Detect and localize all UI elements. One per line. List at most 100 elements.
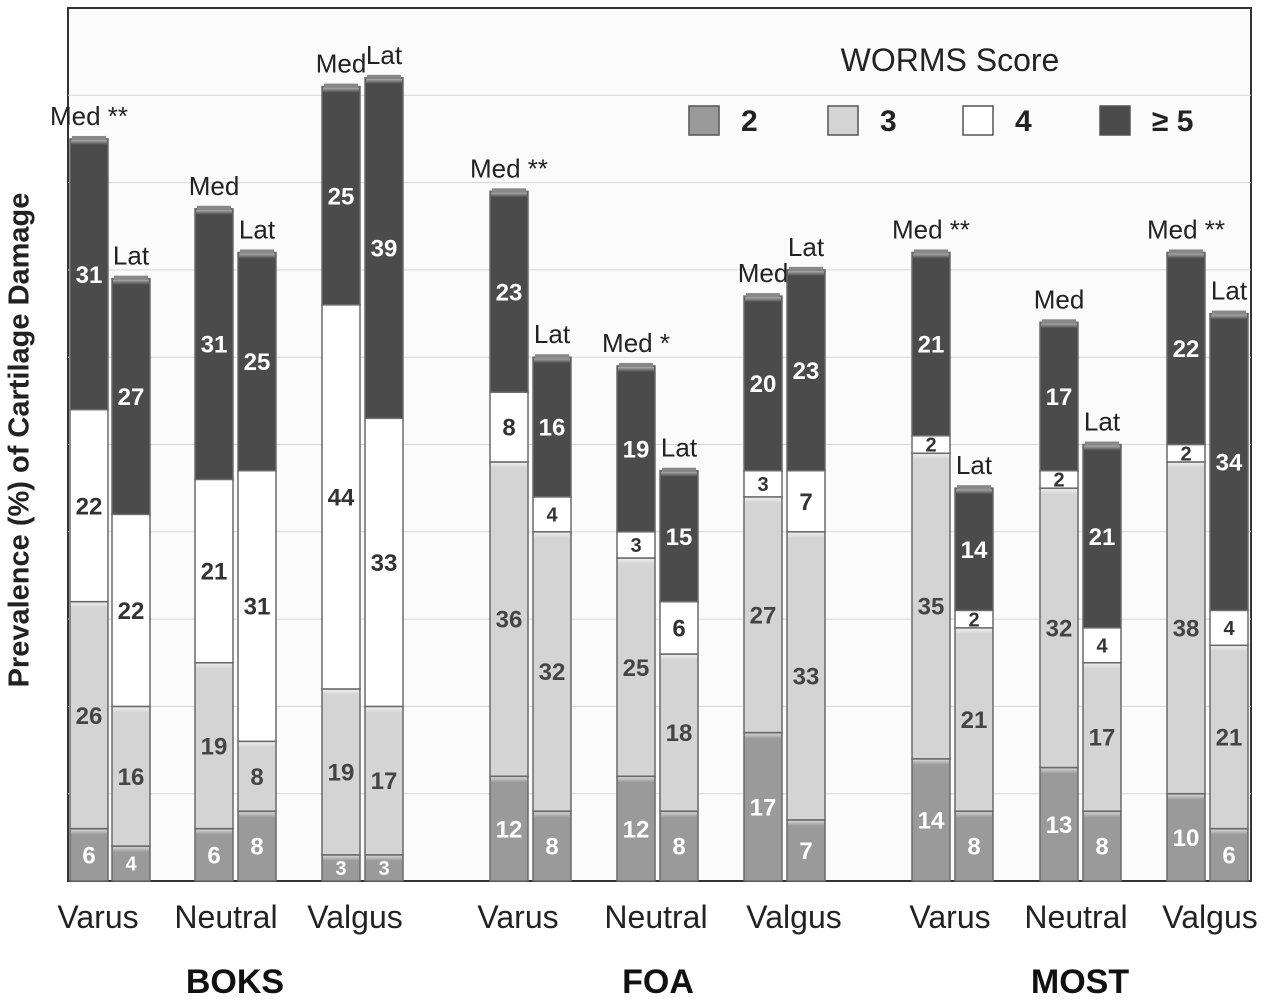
data-label: 4 [1223, 618, 1235, 640]
bar-segment [1082, 810, 1122, 882]
segment-highlight [661, 655, 697, 661]
stacked-bar: 8 8 31 25 Lat [237, 214, 277, 882]
segment-highlight [196, 209, 232, 215]
bar-cap [1042, 319, 1076, 324]
bar-label: Med ** [892, 214, 970, 244]
segment-highlight [913, 454, 949, 460]
segment-highlight [323, 689, 359, 695]
data-label: 8 [250, 834, 263, 861]
data-label: 6 [1222, 842, 1235, 869]
segment-highlight [1041, 471, 1077, 477]
data-label: 13 [1046, 812, 1073, 839]
data-label: 32 [1046, 615, 1073, 642]
bar-cap [492, 188, 526, 193]
data-label: 17 [1046, 384, 1073, 411]
stacked-bar: 7 33 7 23 Lat [786, 232, 826, 882]
bar-segment [532, 531, 572, 812]
data-label: 31 [201, 332, 228, 359]
segment-highlight [196, 663, 232, 669]
data-label: 33 [371, 550, 398, 577]
data-label: 3 [757, 474, 768, 496]
data-label: 36 [496, 607, 523, 634]
segment-highlight [956, 628, 992, 634]
alignment-label: Valgus [307, 899, 402, 935]
bar-segment [743, 496, 783, 734]
segment-highlight [661, 471, 697, 477]
bar-cap [957, 485, 991, 490]
bar-segment [786, 819, 826, 882]
data-label: 39 [371, 236, 398, 263]
stacked-bar: 3 17 33 39 Lat [364, 40, 404, 882]
stacked-bar: 6 19 21 31 Med [189, 171, 239, 882]
segment-highlight [1041, 323, 1077, 329]
data-label: 17 [371, 768, 398, 795]
bar-segment [911, 251, 951, 437]
bar-cap [324, 83, 358, 88]
segment-highlight [913, 436, 949, 442]
bar-label: Lat [661, 433, 698, 463]
segment-highlight [1041, 768, 1077, 774]
bar-segment [659, 653, 699, 812]
bar-cap [914, 249, 948, 254]
segment-highlight [956, 489, 992, 495]
segment-highlight [1168, 794, 1204, 800]
bar-segment [659, 469, 699, 603]
data-label: 12 [496, 816, 523, 843]
data-label: 19 [201, 733, 228, 760]
bar-segment [1166, 251, 1206, 446]
stacked-bar: 13 32 2 17 Med [1034, 284, 1084, 882]
data-label: 22 [118, 598, 145, 625]
data-label: 21 [1089, 524, 1116, 551]
bar-label: Lat [1211, 276, 1248, 306]
bar-segment [616, 775, 656, 882]
segment-highlight [788, 270, 824, 276]
alignment-label: Neutral [604, 899, 707, 935]
data-label: 17 [750, 794, 777, 821]
alignment-label: Varus [909, 899, 990, 935]
bar-segment [1039, 321, 1079, 472]
segment-highlight [534, 358, 570, 364]
bar-cap [619, 362, 653, 367]
bar-label: Med ** [1147, 214, 1225, 244]
segment-highlight [1168, 445, 1204, 451]
group-label: FOA [622, 963, 694, 1001]
bar-segment [532, 810, 572, 882]
segment-highlight [366, 78, 402, 84]
segment-highlight [745, 297, 781, 303]
data-label: 32 [539, 659, 566, 686]
segment-highlight [534, 532, 570, 538]
bar-segment [1166, 461, 1206, 795]
segment-highlight [913, 759, 949, 765]
segment-highlight [956, 611, 992, 617]
data-label: 26 [76, 703, 103, 730]
data-label: 8 [1095, 834, 1108, 861]
bar-segment [364, 705, 404, 856]
bar-cap [367, 74, 401, 79]
data-label: 14 [918, 808, 945, 835]
data-label: 14 [961, 537, 988, 564]
bar-cap [746, 293, 780, 298]
data-label: 18 [666, 720, 693, 747]
bar-segment [954, 487, 994, 612]
bar-segment [69, 600, 109, 830]
stacked-bar: 17 27 3 20 Med [738, 258, 788, 882]
segment-highlight [661, 812, 697, 818]
segment-highlight [113, 279, 149, 285]
data-label: 7 [799, 838, 812, 865]
data-label: 25 [623, 655, 650, 682]
data-label: 23 [793, 358, 820, 385]
data-label: 19 [623, 437, 650, 464]
data-label: 6 [672, 615, 685, 642]
segment-highlight [745, 471, 781, 477]
bar-label: Med ** [50, 101, 128, 131]
legend-label: ≥ 5 [1152, 105, 1193, 138]
legend-swatch [688, 105, 720, 136]
segment-highlight [913, 253, 949, 259]
data-label: 22 [76, 493, 103, 520]
stacked-bar: 6 21 4 34 Lat [1209, 276, 1249, 882]
bar-cap [1212, 310, 1246, 315]
segment-highlight [1211, 829, 1247, 835]
bar-segment [489, 190, 529, 393]
legend-label: 2 [741, 105, 758, 138]
